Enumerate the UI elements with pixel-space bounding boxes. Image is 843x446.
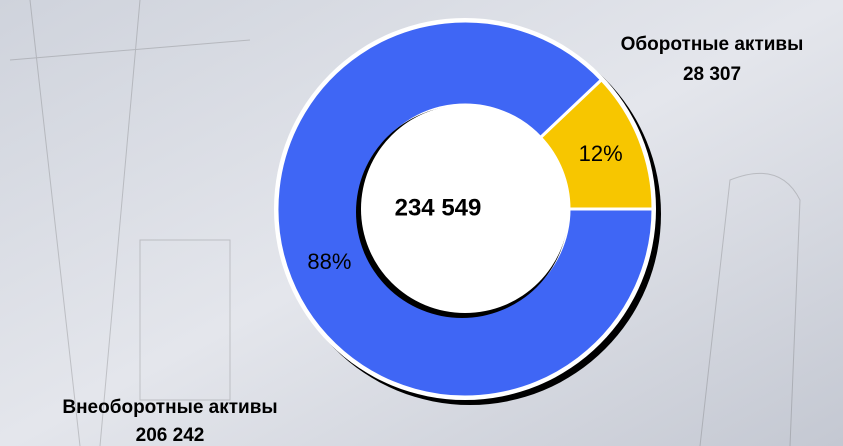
category-label: Внеоборотные активы	[62, 397, 277, 418]
category-label: Оборотные активы	[621, 34, 804, 55]
percent-label: 88%	[307, 249, 351, 274]
value-label: 206 242	[136, 425, 205, 446]
value-label: 28 307	[683, 64, 741, 85]
percent-label: 12%	[579, 141, 623, 166]
total-label: 234 549	[395, 194, 482, 221]
chart: 12% 88% Оборотные активы 28 307 Внеоборотные…	[0, 0, 843, 446]
